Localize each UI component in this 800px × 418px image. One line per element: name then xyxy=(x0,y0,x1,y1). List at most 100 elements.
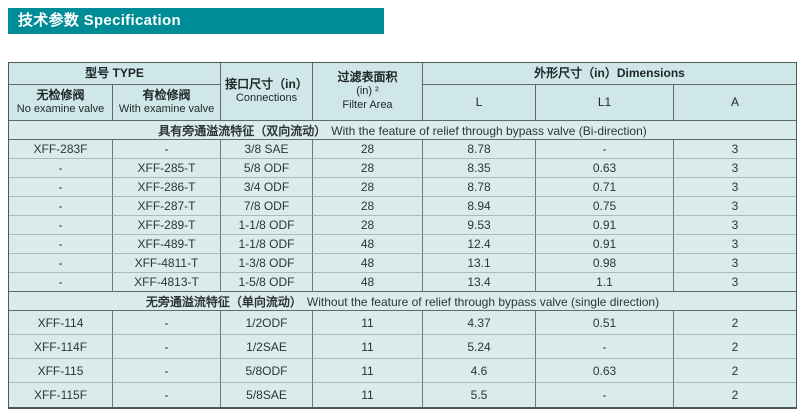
table-cell: 1-5/8 ODF xyxy=(221,273,313,292)
table-cell: - xyxy=(113,335,221,359)
table-cell: 2 xyxy=(674,335,796,359)
table-cell: 8.35 xyxy=(423,159,536,178)
table-cell: 0.91 xyxy=(536,216,674,235)
table-cell: 8.78 xyxy=(423,140,536,159)
table-cell: - xyxy=(536,140,674,159)
table-cell: 1.1 xyxy=(536,273,674,292)
section-band: 无旁通溢流特征（单向流动） Without the feature of reli… xyxy=(9,292,796,311)
table-cell: 2 xyxy=(674,383,796,407)
table-cell: - xyxy=(113,311,221,335)
table-cell: 1/2ODF xyxy=(221,311,313,335)
table-cell: - xyxy=(9,159,113,178)
table-cell: XFF-285-T xyxy=(113,159,221,178)
header-no-examine-cn: 无检修阀 xyxy=(36,88,85,103)
table-cell: 13.4 xyxy=(423,273,536,292)
table-cell: XFF-4813-T xyxy=(113,273,221,292)
table-row: - XFF-285-T 5/8 ODF 28 8.35 0.63 3 xyxy=(9,159,796,178)
header-with-examine-cn: 有检修阀 xyxy=(142,88,191,103)
table-cell: XFF-115 xyxy=(9,359,113,383)
section-band-cell: 具有旁通溢流特征（双向流动） With the feature of relief… xyxy=(9,121,796,140)
table-cell: 5/8ODF xyxy=(221,359,313,383)
header-col-A: A xyxy=(674,85,796,121)
table-cell: 48 xyxy=(313,235,423,254)
table-cell: XFF-283F xyxy=(9,140,113,159)
table-row: - XFF-489-T 1-1/8 ODF 48 12.4 0.91 3 xyxy=(9,235,796,254)
table-cell: XFF-286-T xyxy=(113,178,221,197)
table-cell: 48 xyxy=(313,273,423,292)
table-cell: 7/8 ODF xyxy=(221,197,313,216)
table-cell: 11 xyxy=(313,383,423,407)
table-cell: 5/8 ODF xyxy=(221,159,313,178)
table-cell: 1-1/8 ODF xyxy=(221,216,313,235)
table-cell: - xyxy=(9,254,113,273)
table-row: - XFF-4811-T 1-3/8 ODF 48 13.1 0.98 3 xyxy=(9,254,796,273)
table-cell: 8.78 xyxy=(423,178,536,197)
table-cell: 4.37 xyxy=(423,311,536,335)
header-filter-en: Filter Area xyxy=(342,99,393,111)
table-row: - XFF-289-T 1-1/8 ODF 28 9.53 0.91 3 xyxy=(9,216,796,235)
table-cell: - xyxy=(113,359,221,383)
table-cell: 3 xyxy=(674,235,796,254)
header-no-examine-en: No examine valve xyxy=(16,103,105,116)
header-type: 型号 TYPE xyxy=(9,63,221,85)
header-connections: 接口尺寸（in） Connections xyxy=(221,63,313,121)
table-cell: 9.53 xyxy=(423,216,536,235)
table-cell: 11 xyxy=(313,311,423,335)
table-row: XFF-114F -1/2SAE 11 5.24-2 xyxy=(9,335,796,359)
table-cell: - xyxy=(113,140,221,159)
table-cell: 0.51 xyxy=(536,311,674,335)
table-cell: XFF-114F xyxy=(9,335,113,359)
table-cell: 11 xyxy=(313,359,423,383)
table-cell: 12.4 xyxy=(423,235,536,254)
table-cell: 3 xyxy=(674,254,796,273)
section-title-bar: 技术参数 Specification xyxy=(8,8,384,34)
table-row: - XFF-4813-T 1-5/8 ODF 48 13.4 1.1 3 xyxy=(9,273,796,292)
section-band: 具有旁通溢流特征（双向流动） With the feature of relief… xyxy=(9,121,796,140)
table-cell: 28 xyxy=(313,197,423,216)
table-cell: 1-3/8 ODF xyxy=(221,254,313,273)
table-cell: 5.24 xyxy=(423,335,536,359)
table-cell: - xyxy=(9,235,113,254)
table-cell: 0.63 xyxy=(536,159,674,178)
header-dimensions: 外形尺寸（in）Dimensions xyxy=(423,63,796,85)
table-cell: - xyxy=(9,216,113,235)
table-cell: 28 xyxy=(313,178,423,197)
table-cell: - xyxy=(536,383,674,407)
header-connections-en: Connections xyxy=(235,92,298,105)
table-cell: 0.63 xyxy=(536,359,674,383)
header-connections-cn: 接口尺寸（in） xyxy=(225,77,308,92)
table-cell: 3 xyxy=(674,159,796,178)
table-cell: XFF-489-T xyxy=(113,235,221,254)
table-cell: - xyxy=(9,197,113,216)
header-dimensions-label: 外形尺寸（in）Dimensions xyxy=(534,66,685,80)
section-band-label-cn: 具有旁通溢流特征（双向流动） xyxy=(158,123,327,138)
header-filter-area: 过滤表面积 (in) ² Filter Area xyxy=(313,63,423,121)
table-cell: 28 xyxy=(313,140,423,159)
table-cell: 4.6 xyxy=(423,359,536,383)
table-row: XFF-115F -5/8SAE 11 5.5-2 xyxy=(9,383,796,407)
header-col-L1: L1 xyxy=(536,85,674,121)
table-cell: 5.5 xyxy=(423,383,536,407)
table-cell: - xyxy=(536,335,674,359)
table-cell: 2 xyxy=(674,359,796,383)
table-cell: 3 xyxy=(674,178,796,197)
table-cell: 48 xyxy=(313,254,423,273)
table-cell: 13.1 xyxy=(423,254,536,273)
section-band-label-en: Without the feature of relief through by… xyxy=(306,294,660,309)
header-no-examine-valve: 无检修阀 No examine valve xyxy=(9,85,113,121)
table-row: - XFF-286-T 3/4 ODF 28 8.78 0.71 3 xyxy=(9,178,796,197)
table-cell: 3/4 ODF xyxy=(221,178,313,197)
section-title: 技术参数 Specification xyxy=(18,12,181,29)
section-band-label-cn: 无旁通溢流特征（单向流动） xyxy=(145,294,302,309)
table-cell: 0.91 xyxy=(536,235,674,254)
table-cell: 1-1/8 ODF xyxy=(221,235,313,254)
table-cell: 28 xyxy=(313,216,423,235)
table-cell: 28 xyxy=(313,159,423,178)
table-cell: 3 xyxy=(674,197,796,216)
table-cell: 3/8 SAE xyxy=(221,140,313,159)
table-cell: XFF-289-T xyxy=(113,216,221,235)
header-filter-cn: 过滤表面积 xyxy=(337,70,398,85)
table-cell: 0.98 xyxy=(536,254,674,273)
table-cell: 2 xyxy=(674,311,796,335)
table-row: XFF-114-1/2ODF 11 4.37 0.51 2 xyxy=(9,311,796,335)
